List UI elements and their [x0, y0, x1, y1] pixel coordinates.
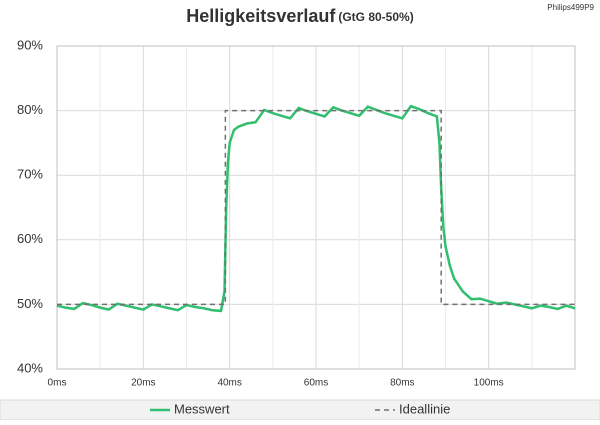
corner-note: Philips499P9 [547, 3, 594, 12]
chart-title: Helligkeitsverlauf [186, 6, 336, 26]
legend-label: Messwert [174, 401, 230, 416]
y-tick-label: 40% [17, 360, 43, 375]
series-line [57, 109, 575, 306]
y-tick-label: 60% [17, 231, 43, 246]
plot-border [56, 45, 576, 370]
x-tick-label: 60ms [304, 378, 328, 389]
series-line [56, 104, 576, 313]
x-tick-label: 80ms [390, 378, 414, 389]
y-tick-label: 50% [17, 296, 43, 311]
y-tick-label: 80% [17, 102, 43, 117]
x-tick-label: 100ms [474, 378, 504, 389]
legend-box [0, 399, 600, 421]
chart-subtitle: (GtG 80-50%) [338, 10, 413, 24]
y-tick-label: 70% [17, 167, 43, 182]
x-tick-label: 20ms [131, 378, 155, 389]
x-tick-label: 0ms [48, 378, 67, 389]
legend-label: Ideallinie [399, 401, 450, 416]
y-tick-label: 90% [17, 37, 43, 52]
x-tick-label: 40ms [217, 378, 241, 389]
